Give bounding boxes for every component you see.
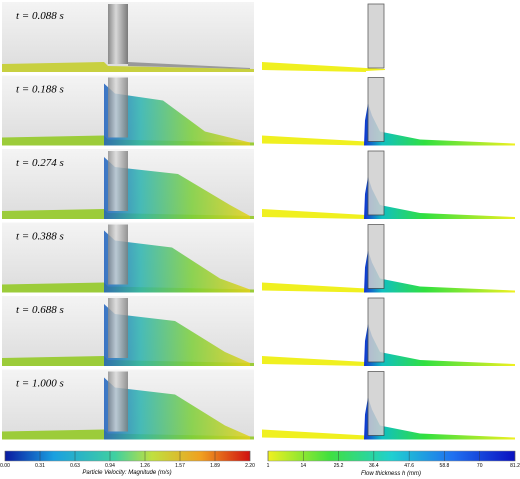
shadow — [128, 62, 250, 69]
cylinder — [108, 298, 128, 358]
cylinder — [108, 77, 128, 138]
cylinder — [108, 224, 128, 285]
colorbar-left — [4, 450, 251, 462]
flow-upstream — [262, 62, 366, 72]
cylinder — [367, 297, 385, 363]
cylinder — [367, 3, 385, 69]
colorbar-tick-label: 25.2 — [334, 463, 344, 469]
time-label: t = 0.688 s — [16, 304, 64, 316]
cylinder — [367, 371, 385, 436]
flow-upstream — [262, 429, 366, 440]
colorbar-label: Flow thickness h (mm) — [361, 471, 421, 477]
colorbar-tick-label: 1.26 — [140, 463, 150, 469]
colorbar-right — [267, 450, 516, 462]
flow-thickness — [364, 397, 515, 440]
ground-layer — [2, 62, 254, 72]
colorbar-tick-label: 0.63 — [70, 463, 80, 469]
particle-pile — [104, 83, 250, 146]
colorbar-tick-label: 1 — [267, 463, 270, 469]
flow-upstream — [262, 209, 366, 219]
time-label: t = 1.000 s — [16, 378, 64, 390]
flow-front — [366, 68, 385, 71]
flow-thickness — [364, 324, 515, 366]
cylinder — [367, 224, 385, 289]
colorbar-label: Particle Velocity: Magnitude (m/s) — [82, 470, 171, 476]
time-label: t = 0.274 s — [16, 157, 64, 169]
colorbar-tick-label: 14 — [301, 463, 307, 469]
cylinder — [108, 371, 128, 432]
particle-pile — [104, 304, 250, 366]
flow-thickness — [364, 103, 515, 146]
colorbar-tick-label: 81.2 — [510, 463, 520, 469]
cylinder — [367, 150, 385, 216]
colorbar-tick-label: 1.57 — [175, 463, 185, 469]
colorbar-tick-label: 58.8 — [440, 463, 450, 469]
particle-pile — [104, 157, 250, 219]
colorbar-tick-label: 0.31 — [35, 463, 45, 469]
flow-thickness — [364, 250, 515, 293]
flow-upstream — [262, 356, 366, 366]
colorbar-tick-label: 2.20 — [245, 463, 255, 469]
flow-thickness — [364, 177, 515, 219]
colorbar-tick-label: 1.89 — [210, 463, 220, 469]
particle-pile — [104, 377, 250, 440]
colorbar-tick-label: 70 — [477, 463, 483, 469]
cylinder — [367, 77, 385, 142]
flow-upstream — [262, 135, 366, 146]
cylinder — [108, 4, 128, 64]
colorbar-tick-label: 0.94 — [105, 463, 115, 469]
colorbar-tick-label: 0.00 — [0, 463, 10, 469]
colorbar-tick-label: 36.4 — [369, 463, 379, 469]
time-label: t = 0.188 s — [16, 84, 64, 96]
colorbar-tick-label: 47.6 — [404, 463, 414, 469]
flow-upstream — [262, 282, 366, 293]
cylinder — [108, 151, 128, 211]
time-label: t = 0.388 s — [16, 231, 64, 243]
particle-pile — [104, 230, 250, 293]
panels: t = 0.088 s t = 0.188 s t = 0.274 s t = 0.3… — [2, 2, 515, 440]
time-label: t = 0.088 s — [16, 10, 64, 22]
